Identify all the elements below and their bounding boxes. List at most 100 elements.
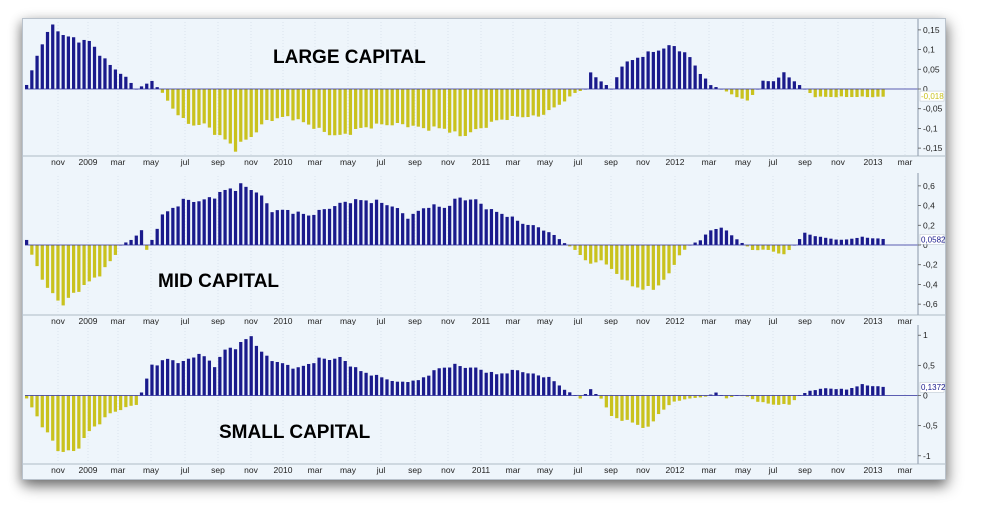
- x-tick-label: mar: [506, 316, 521, 326]
- x-tick-label: jul: [180, 316, 190, 326]
- bar: [458, 197, 462, 245]
- bar: [552, 381, 556, 396]
- bar: [453, 89, 457, 132]
- bar: [604, 395, 608, 408]
- x-tick-label: may: [537, 316, 554, 326]
- bar: [484, 372, 488, 396]
- bar: [782, 395, 786, 404]
- y-tick-label: -0,2: [923, 260, 938, 270]
- bar: [808, 234, 812, 245]
- bar: [244, 89, 248, 140]
- bar: [829, 89, 833, 97]
- bar: [301, 89, 306, 123]
- x-tick-label: mar: [702, 157, 717, 167]
- bar: [150, 239, 154, 245]
- bar: [98, 245, 102, 277]
- x-tick-label: sep: [604, 465, 618, 475]
- x-tick-label: jul: [573, 157, 583, 167]
- bar: [735, 239, 739, 245]
- x-tick-label: may: [143, 316, 160, 326]
- bar: [834, 89, 838, 98]
- bar: [338, 89, 342, 135]
- bar: [448, 367, 452, 396]
- bar: [677, 51, 682, 89]
- bar: [474, 199, 478, 245]
- bar: [495, 211, 499, 245]
- bar: [343, 201, 347, 245]
- bar: [615, 245, 619, 274]
- bar: [401, 89, 405, 125]
- x-tick-label: nov: [441, 465, 455, 475]
- x-tick-label: nov: [244, 157, 258, 167]
- bar: [129, 395, 133, 406]
- bar: [489, 89, 494, 122]
- bar: [139, 86, 144, 89]
- bar: [35, 55, 39, 89]
- bar: [573, 245, 577, 250]
- x-tick-label: sep: [798, 157, 812, 167]
- x-tick-label: 2010: [274, 465, 293, 475]
- bar: [583, 245, 588, 261]
- bar: [599, 395, 603, 399]
- bar: [604, 245, 608, 265]
- y-tick-label: 1: [923, 330, 928, 340]
- bar: [850, 238, 854, 245]
- x-tick-label: 2009: [79, 316, 98, 326]
- bar: [594, 394, 598, 396]
- bar: [500, 89, 504, 120]
- bar: [66, 245, 71, 298]
- bar: [636, 245, 640, 288]
- bar: [834, 239, 838, 245]
- y-tick-label: 0,15: [923, 25, 940, 35]
- bar: [374, 89, 379, 124]
- y-tick-label: -1: [923, 451, 931, 461]
- bar: [385, 89, 389, 126]
- bar: [166, 358, 170, 396]
- bar: [667, 45, 671, 89]
- bar: [301, 365, 306, 396]
- bar: [286, 364, 290, 396]
- bar: [636, 57, 640, 89]
- x-tick-label: mar: [506, 465, 521, 475]
- bar: [646, 395, 650, 427]
- bar: [40, 395, 44, 428]
- bar: [568, 392, 572, 396]
- bar: [615, 395, 619, 419]
- bar: [150, 80, 154, 89]
- bar: [688, 395, 692, 399]
- bar: [609, 245, 614, 269]
- bar: [703, 234, 708, 245]
- bar: [145, 378, 149, 396]
- x-tick-label: 2010: [274, 157, 293, 167]
- bar: [562, 89, 567, 102]
- bar: [583, 394, 588, 396]
- x-tick-label: may: [735, 465, 752, 475]
- bar: [448, 89, 452, 133]
- bar: [771, 245, 776, 252]
- bar: [792, 395, 796, 401]
- y-tick-label: 0: [923, 391, 928, 401]
- bar: [223, 189, 227, 245]
- x-tick-label: sep: [408, 465, 422, 475]
- bar: [730, 235, 734, 245]
- bar: [484, 89, 488, 128]
- bar: [119, 395, 123, 411]
- bar: [578, 395, 582, 399]
- x-tick-label: may: [143, 157, 160, 167]
- bar: [25, 239, 29, 245]
- bar: [176, 206, 180, 245]
- bar: [526, 224, 530, 245]
- bar: [380, 89, 384, 125]
- bar: [270, 361, 274, 396]
- x-tick-label: 2011: [472, 465, 491, 475]
- bar: [510, 216, 514, 245]
- bar: [667, 395, 671, 406]
- bar: [510, 369, 514, 396]
- bar: [458, 366, 462, 396]
- x-tick-label: nov: [51, 316, 65, 326]
- y-tick-label: -0,05: [923, 104, 943, 114]
- bar: [348, 203, 353, 245]
- bar: [139, 230, 144, 245]
- bar: [855, 237, 859, 245]
- bar: [766, 395, 770, 404]
